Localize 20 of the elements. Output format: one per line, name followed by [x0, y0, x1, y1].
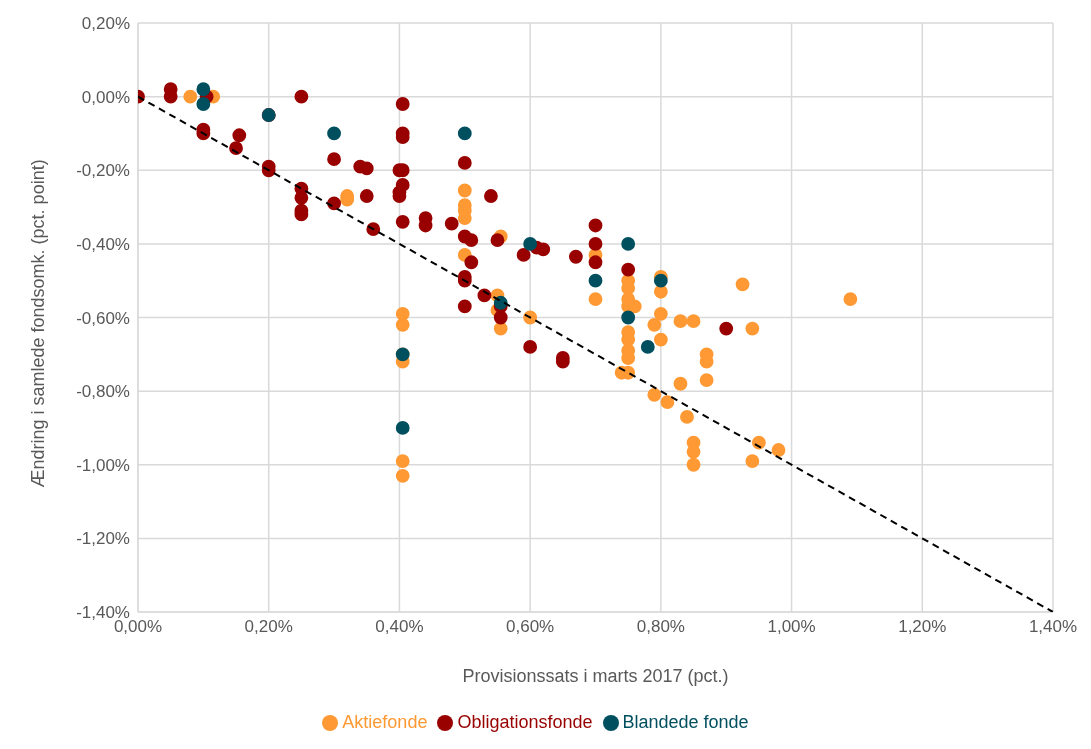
x-tick-label: 1,40% [1028, 617, 1078, 637]
y-tick-label: 0,00% [81, 87, 130, 107]
y-tick-label: 0,20% [81, 14, 130, 34]
legend-label: Aktiefonde [342, 712, 428, 732]
y-tick-label: -0,80% [76, 382, 130, 402]
y-tick-label: -0,40% [76, 234, 130, 254]
y-tick-label: -0,60% [76, 308, 130, 328]
x-tick-label: 0,80% [636, 617, 685, 637]
x-tick-label: 0,20% [244, 617, 293, 637]
y-tick-label: -1,00% [76, 455, 130, 475]
x-tick-label: 1,00% [767, 617, 816, 637]
y-axis-title: Ændring i samlede fondsomk. (pct. point) [28, 159, 49, 488]
x-tick-label: 0,60% [506, 617, 555, 637]
x-tick-label: 1,20% [898, 617, 947, 637]
legend-label: Blandede fonde [622, 712, 749, 732]
y-tick-label: -0,20% [76, 161, 130, 181]
y-tick-label: -1,20% [76, 529, 130, 549]
x-tick-label: 0,40% [375, 617, 424, 637]
x-axis-title: Provisionssats i marts 2017 (pct.) [462, 666, 729, 686]
legend-label: Obligationsfonde [457, 712, 593, 732]
